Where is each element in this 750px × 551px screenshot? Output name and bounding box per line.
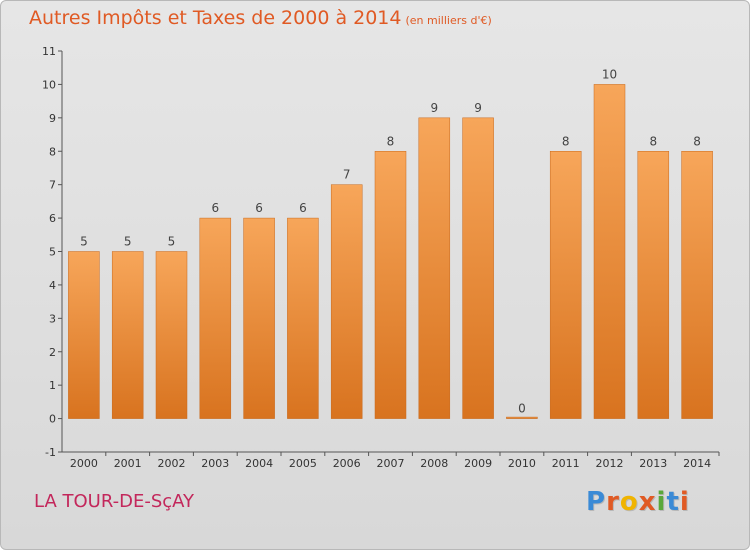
chart-title-text: Autres Impôts et Taxes de 2000 à 2014 [29,7,402,29]
bar-value-label: 9 [430,101,438,115]
bar-value-label: 8 [387,134,395,148]
y-tick-label: 8 [49,145,56,158]
bar [681,151,713,419]
bar-value-label: 6 [299,201,307,215]
bar-value-label: 5 [124,235,132,249]
commune-name: LA TOUR-DE-SçAY [34,491,195,512]
bar-value-label: 9 [474,101,482,115]
x-axis-ticks: 2000 2001 2002 2003 2004 2005 2006 2007 2008 2009… [70,452,720,470]
y-tick-label: -1 [45,446,56,459]
x-tick-label: 2001 [114,457,142,470]
y-tick-label: 9 [49,112,56,125]
proxiti-logo: Proxiti [586,487,690,517]
bar-value-label: 10 [602,67,617,81]
bar [374,151,407,419]
bar [593,84,626,419]
bar-value-label: 5 [168,235,176,249]
x-tick-label: 2014 [683,457,711,470]
x-tick-label: 2012 [596,457,624,470]
bar [155,251,188,419]
y-axis-ticks: -1 0 1 2 3 4 5 6 7 8 9 10 11 [42,45,62,459]
y-tick-label: 6 [49,212,56,225]
y-tick-label: 2 [49,346,56,359]
y-tick-label: 10 [42,78,56,91]
logo-letter: o [619,487,639,517]
bar-value-label: 5 [80,235,88,249]
logo-letter: i [656,487,667,517]
bar [330,184,363,419]
logo-letter: x [638,487,657,517]
chart-unit-label: (en milliers d'€) [405,14,492,27]
x-tick-label: 2003 [201,457,229,470]
logo-letter: t [666,487,680,517]
logo-letter: i [679,487,690,517]
bar [199,217,232,419]
y-tick-label: 11 [42,45,56,58]
bar [506,416,538,419]
bar-value-label: 0 [518,402,526,416]
bar [418,117,451,419]
x-tick-label: 2004 [245,457,273,470]
x-tick-label: 2000 [70,457,98,470]
y-tick-label: 4 [49,279,56,292]
x-tick-label: 2008 [420,457,448,470]
bar [637,151,670,419]
bar-value-label: 6 [255,201,263,215]
bar [111,251,144,419]
x-tick-label: 2010 [508,457,536,470]
chart-data-labels: 5 5 5 6 6 6 7 8 9 9 0 8 10 8 8 [80,67,701,415]
y-tick-label: 7 [49,179,56,192]
x-tick-label: 2009 [464,457,492,470]
x-tick-label: 2006 [333,457,361,470]
bar [287,217,319,419]
y-tick-label: 3 [49,312,56,325]
chart-bars [68,84,713,419]
x-tick-label: 2002 [158,457,186,470]
bar-value-label: 8 [649,134,657,148]
bar-value-label: 8 [693,134,701,148]
bar-value-label: 6 [211,201,219,215]
y-tick-label: 1 [49,379,56,392]
logo-letter: r [606,487,620,517]
bar [68,251,100,419]
bar-value-label: 8 [562,134,570,148]
bar-value-label: 7 [343,168,351,182]
bar [549,151,582,419]
x-tick-label: 2011 [552,457,580,470]
bar [462,117,494,419]
bar [243,217,275,419]
x-tick-label: 2005 [289,457,317,470]
chart-title: Autres Impôts et Taxes de 2000 à 2014 (en… [29,7,492,29]
x-tick-label: 2013 [639,457,667,470]
y-tick-label: 5 [49,246,56,259]
x-tick-label: 2007 [377,457,405,470]
y-tick-label: 0 [49,413,56,426]
logo-letter: P [586,487,607,517]
